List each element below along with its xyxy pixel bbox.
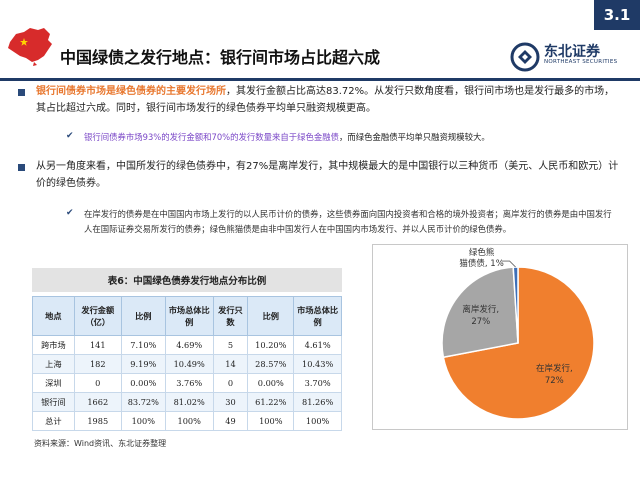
column-header: 比例 (120, 296, 166, 336)
sub-point-1: 银行间债券市场93%的发行金额和70%的发行数量来自于绿色金融债，而绿色金融债平… (84, 131, 624, 144)
logo-english-name: NORTHEAST SECURITIES (544, 59, 618, 65)
table-row: 深圳 0 0.00% 3.76% 0 0.00% 3.70% (32, 373, 342, 393)
column-header: 比例 (247, 296, 295, 336)
column-header: 市场总体比例 (293, 296, 342, 336)
table-cell: 81.26% (293, 392, 342, 412)
table-cell: 10.43% (293, 354, 342, 374)
square-bullet-icon (18, 89, 25, 96)
pie-slice-value: 27% (471, 317, 490, 327)
issuance-location-table: 地点 发行金额（亿） 比例 市场总体比例 发行只数 比例 市场总体比例 跨市场 … (32, 296, 342, 431)
table-cell: 上海 (32, 354, 75, 374)
pie-slice (441, 266, 519, 359)
table-cell: 100% (247, 411, 295, 431)
table-cell: 深圳 (32, 373, 75, 393)
header-divider (0, 78, 640, 81)
column-header: 发行只数 (212, 296, 249, 336)
pie-slice-label: 在岸发行, (536, 363, 573, 374)
logo-name: 东北证券 (544, 44, 600, 60)
pie-slice-label: 离岸发行, (462, 304, 499, 315)
logo-emblem-icon (510, 42, 540, 72)
table-cell: 81.02% (164, 392, 214, 412)
table-cell: 10.20% (247, 335, 295, 355)
table-cell: 3.70% (293, 373, 342, 393)
table-cell: 总计 (32, 411, 75, 431)
table-row: 总计 1985 100% 100% 49 100% 100% (32, 411, 342, 431)
company-logo: 东北证券 NORTHEAST SECURITIES (510, 40, 638, 74)
table-cell: 0 (73, 373, 122, 393)
table-cell: 4.69% (164, 335, 214, 355)
table-row: 跨市场 141 7.10% 4.69% 5 10.20% 4.61% (32, 335, 342, 355)
table-cell: 30 (212, 392, 249, 412)
table-cell: 5 (212, 335, 249, 355)
table-cell: 141 (73, 335, 122, 355)
square-bullet-icon (18, 164, 25, 171)
table-cell: 0.00% (120, 373, 166, 393)
sub1-highlight: 银行间债券市场93%的发行金额和70%的发行数量来自于绿色金融债 (84, 132, 339, 142)
table-cell: 1985 (73, 411, 122, 431)
para1-text: ，其发行金额占比高达83.72%。从发行只数角度看，银行间市场也是发行最多的市场… (36, 86, 615, 114)
table-cell: 100% (293, 411, 342, 431)
table-cell: 跨市场 (32, 335, 75, 355)
table-cell: 49 (212, 411, 249, 431)
source-note: 资料来源：Wind资讯、东北证券整理 (34, 439, 167, 448)
pie-slice-label: 绿色熊 (469, 247, 495, 258)
pie-slice-value: 72% (545, 376, 564, 386)
table-row: 银行间 1662 83.72% 81.02% 30 61.22% 81.26% (32, 392, 342, 412)
table-cell: 0 (212, 373, 249, 393)
table-cell: 83.72% (120, 392, 166, 412)
section-number-badge: 3.1 (594, 0, 640, 30)
page-title: 中国绿债之发行地点：银行间市场占比超六成 (60, 48, 381, 67)
table-caption: 表6：中国绿色债券发行地点分布比例 (32, 268, 342, 292)
pie-slice-label: 猫债债, 1% (459, 258, 503, 269)
para1-highlight: 银行间债券市场是绿色债券的主要发行场所 (36, 86, 226, 97)
column-header: 发行金额（亿） (73, 296, 122, 336)
table-cell: 61.22% (247, 392, 295, 412)
table-cell: 14 (212, 354, 249, 374)
table-cell: 3.76% (164, 373, 214, 393)
table-cell: 7.10% (120, 335, 166, 355)
checkmark-icon: ✔ (66, 131, 74, 141)
table-cell: 10.49% (164, 354, 214, 374)
column-header: 地点 (32, 296, 75, 336)
table-cell: 28.57% (247, 354, 295, 374)
table-cell: 100% (120, 411, 166, 431)
pie-leader-line (501, 260, 516, 268)
sub-point-2: 在岸发行的债券是在中国国内市场上发行的以人民币计价的债券，这些债券面向国内投资者… (84, 209, 612, 234)
column-header: 市场总体比例 (164, 296, 214, 336)
table-cell: 1662 (73, 392, 122, 412)
table-cell: 182 (73, 354, 122, 374)
pie-slice (512, 266, 519, 344)
china-map-icon (8, 28, 52, 66)
table-cell: 4.61% (293, 335, 342, 355)
sub1-text: ，而绿色金融债平均单只融资规模较大。 (338, 132, 490, 142)
table-cell: 100% (164, 411, 214, 431)
paragraph-1: 银行间债券市场是绿色债券的主要发行场所，其发行金额占比高达83.72%。从发行只… (36, 83, 622, 117)
paragraph-2: 从另一角度来看，中国所发行的绿色债券中，有27%是离岸发行，其中规模最大的是中国… (36, 161, 619, 189)
pie-chart-panel: 在岸发行, 72% 离岸发行, 27% 绿色熊 猫债债, 1% (372, 244, 628, 430)
table-cell: 银行间 (32, 392, 75, 412)
table-cell: 0.00% (247, 373, 295, 393)
checkmark-icon: ✔ (66, 208, 74, 218)
table-cell: 9.19% (120, 354, 166, 374)
table-row: 上海 182 9.19% 10.49% 14 28.57% 10.43% (32, 354, 342, 374)
